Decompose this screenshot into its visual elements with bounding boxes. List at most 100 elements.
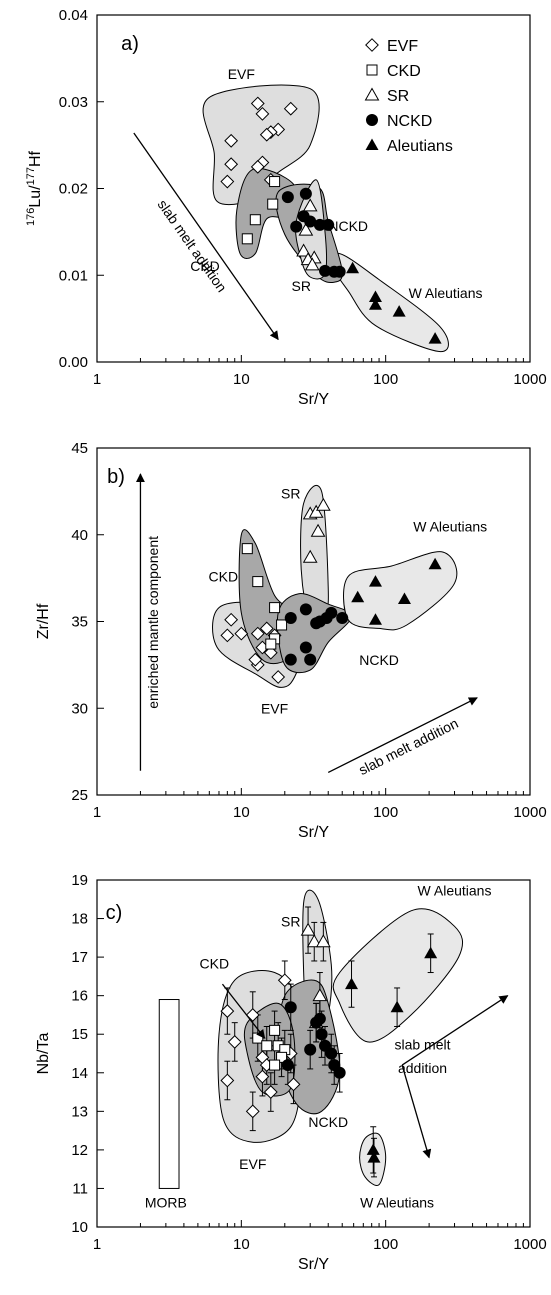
data-point-evf bbox=[286, 1077, 301, 1092]
data-point-nckd bbox=[284, 653, 297, 666]
y-tick-label: 0.01 bbox=[59, 267, 88, 284]
data-point-aleutians bbox=[428, 557, 442, 570]
data-point-evf bbox=[220, 1004, 235, 1018]
y-axis-label-part: 177 bbox=[25, 167, 37, 185]
data-point-sr bbox=[306, 934, 322, 948]
series-nckd bbox=[284, 603, 349, 666]
x-tick-label: 10 bbox=[233, 804, 250, 821]
field-w-aleutians bbox=[332, 908, 464, 1043]
series-sr bbox=[296, 198, 322, 271]
data-point-nckd bbox=[325, 1047, 338, 1060]
data-point-ckd bbox=[265, 638, 277, 650]
field-label: W Aleutians bbox=[418, 882, 492, 898]
legend-label: Aleutians bbox=[387, 138, 453, 155]
data-point-nckd bbox=[313, 1012, 326, 1025]
data-point-evf bbox=[227, 1035, 242, 1049]
y-axis-label: Zr/Hf bbox=[35, 603, 52, 639]
y-tick-label: 30 bbox=[71, 700, 88, 717]
data-point-sr bbox=[315, 934, 331, 948]
data-point-aleutians bbox=[368, 298, 382, 310]
series-evf bbox=[220, 96, 298, 189]
series-ckd bbox=[252, 1024, 291, 1071]
y-tick-label: 19 bbox=[71, 872, 88, 889]
data-point-aleutians bbox=[368, 290, 382, 302]
data-point-evf bbox=[263, 1085, 278, 1099]
legend-label: EVF bbox=[387, 38, 418, 55]
arrow bbox=[401, 995, 509, 1066]
data-point-evf bbox=[277, 973, 292, 988]
data-point-sr bbox=[298, 222, 314, 236]
panel-label: c) bbox=[106, 902, 123, 924]
data-point-nckd bbox=[299, 187, 312, 200]
data-point-aleutians bbox=[390, 1000, 404, 1013]
y-axis-label-part: 176 bbox=[25, 208, 37, 226]
data-point-nckd bbox=[315, 1028, 328, 1041]
x-tick-label: 100 bbox=[373, 804, 398, 821]
y-tick-label: 14 bbox=[71, 1065, 88, 1082]
data-point-nckd bbox=[304, 1043, 317, 1056]
field-label: addition bbox=[398, 1060, 447, 1076]
data-point-ckd bbox=[269, 1024, 281, 1036]
y-tick-label: 0.03 bbox=[59, 94, 88, 111]
y-tick-label: 40 bbox=[71, 527, 88, 544]
series-evf bbox=[220, 973, 301, 1119]
data-point-ckd bbox=[252, 576, 264, 588]
field-label: CKD bbox=[209, 569, 239, 585]
data-point-nckd bbox=[325, 606, 338, 619]
field-label: NCKD bbox=[359, 652, 399, 668]
x-tick-label: 10 bbox=[233, 1236, 250, 1253]
data-point-evf bbox=[259, 127, 274, 142]
x-axis-label: Sr/Y bbox=[298, 824, 329, 841]
plot-frame bbox=[96, 879, 531, 1228]
y-tick-label: 17 bbox=[71, 949, 88, 966]
data-point-ckd bbox=[269, 1059, 281, 1071]
data-point-evf bbox=[271, 670, 286, 684]
x-tick-label: 1 bbox=[93, 1236, 101, 1253]
data-point-evf bbox=[224, 157, 239, 172]
y-tick-label: 15 bbox=[71, 1026, 88, 1043]
data-point-evf bbox=[283, 101, 298, 116]
y-tick-label: 16 bbox=[71, 988, 88, 1005]
data-point-aleutians bbox=[424, 946, 438, 959]
y-tick-label: 10 bbox=[71, 1219, 88, 1236]
data-point-nckd bbox=[313, 218, 326, 231]
legend-symbol bbox=[365, 138, 379, 150]
y-tick-label: 0.04 bbox=[59, 7, 88, 24]
arrow-label: enriched mantle component bbox=[145, 536, 161, 709]
data-point-nckd bbox=[333, 265, 346, 278]
series-evf bbox=[220, 612, 286, 684]
field-label: EVF bbox=[239, 1156, 266, 1172]
x-axis-label: Sr/Y bbox=[298, 391, 329, 408]
data-point-nckd bbox=[284, 1001, 297, 1014]
data-point-evf bbox=[263, 645, 278, 660]
data-point-sr bbox=[300, 922, 316, 936]
y-tick-label: 11 bbox=[72, 1180, 88, 1197]
data-point-evf bbox=[255, 1069, 270, 1084]
field-label: EVF bbox=[261, 700, 288, 716]
series-sr bbox=[302, 497, 331, 563]
data-point-evf bbox=[250, 159, 265, 174]
series-aleutians bbox=[346, 261, 442, 344]
field-label: SR bbox=[292, 278, 311, 294]
arrow-label: slab melt addition bbox=[155, 197, 231, 295]
arrow bbox=[401, 1064, 432, 1159]
data-point-aleutians bbox=[428, 332, 442, 344]
legend-label: CKD bbox=[387, 63, 421, 80]
data-point-aleutians bbox=[368, 575, 382, 587]
legend-symbol bbox=[366, 64, 378, 76]
data-point-sr bbox=[312, 988, 328, 1002]
field-label: SR bbox=[281, 485, 300, 501]
data-point-evf bbox=[248, 652, 263, 667]
y-tick-label: 45 bbox=[71, 440, 88, 457]
y-tick-label: 25 bbox=[71, 787, 88, 804]
data-point-evf bbox=[250, 626, 265, 641]
data-point-aleutians bbox=[366, 1143, 380, 1155]
y-tick-label: 0.00 bbox=[59, 354, 88, 371]
field-w-aleutians bbox=[343, 551, 458, 631]
legend-symbol bbox=[364, 87, 380, 101]
data-point-ckd bbox=[269, 176, 281, 188]
data-point-sr bbox=[308, 504, 324, 518]
field-label: SR bbox=[281, 913, 300, 929]
field-label: CKD bbox=[200, 956, 230, 972]
x-tick-label: 10 bbox=[233, 371, 250, 388]
